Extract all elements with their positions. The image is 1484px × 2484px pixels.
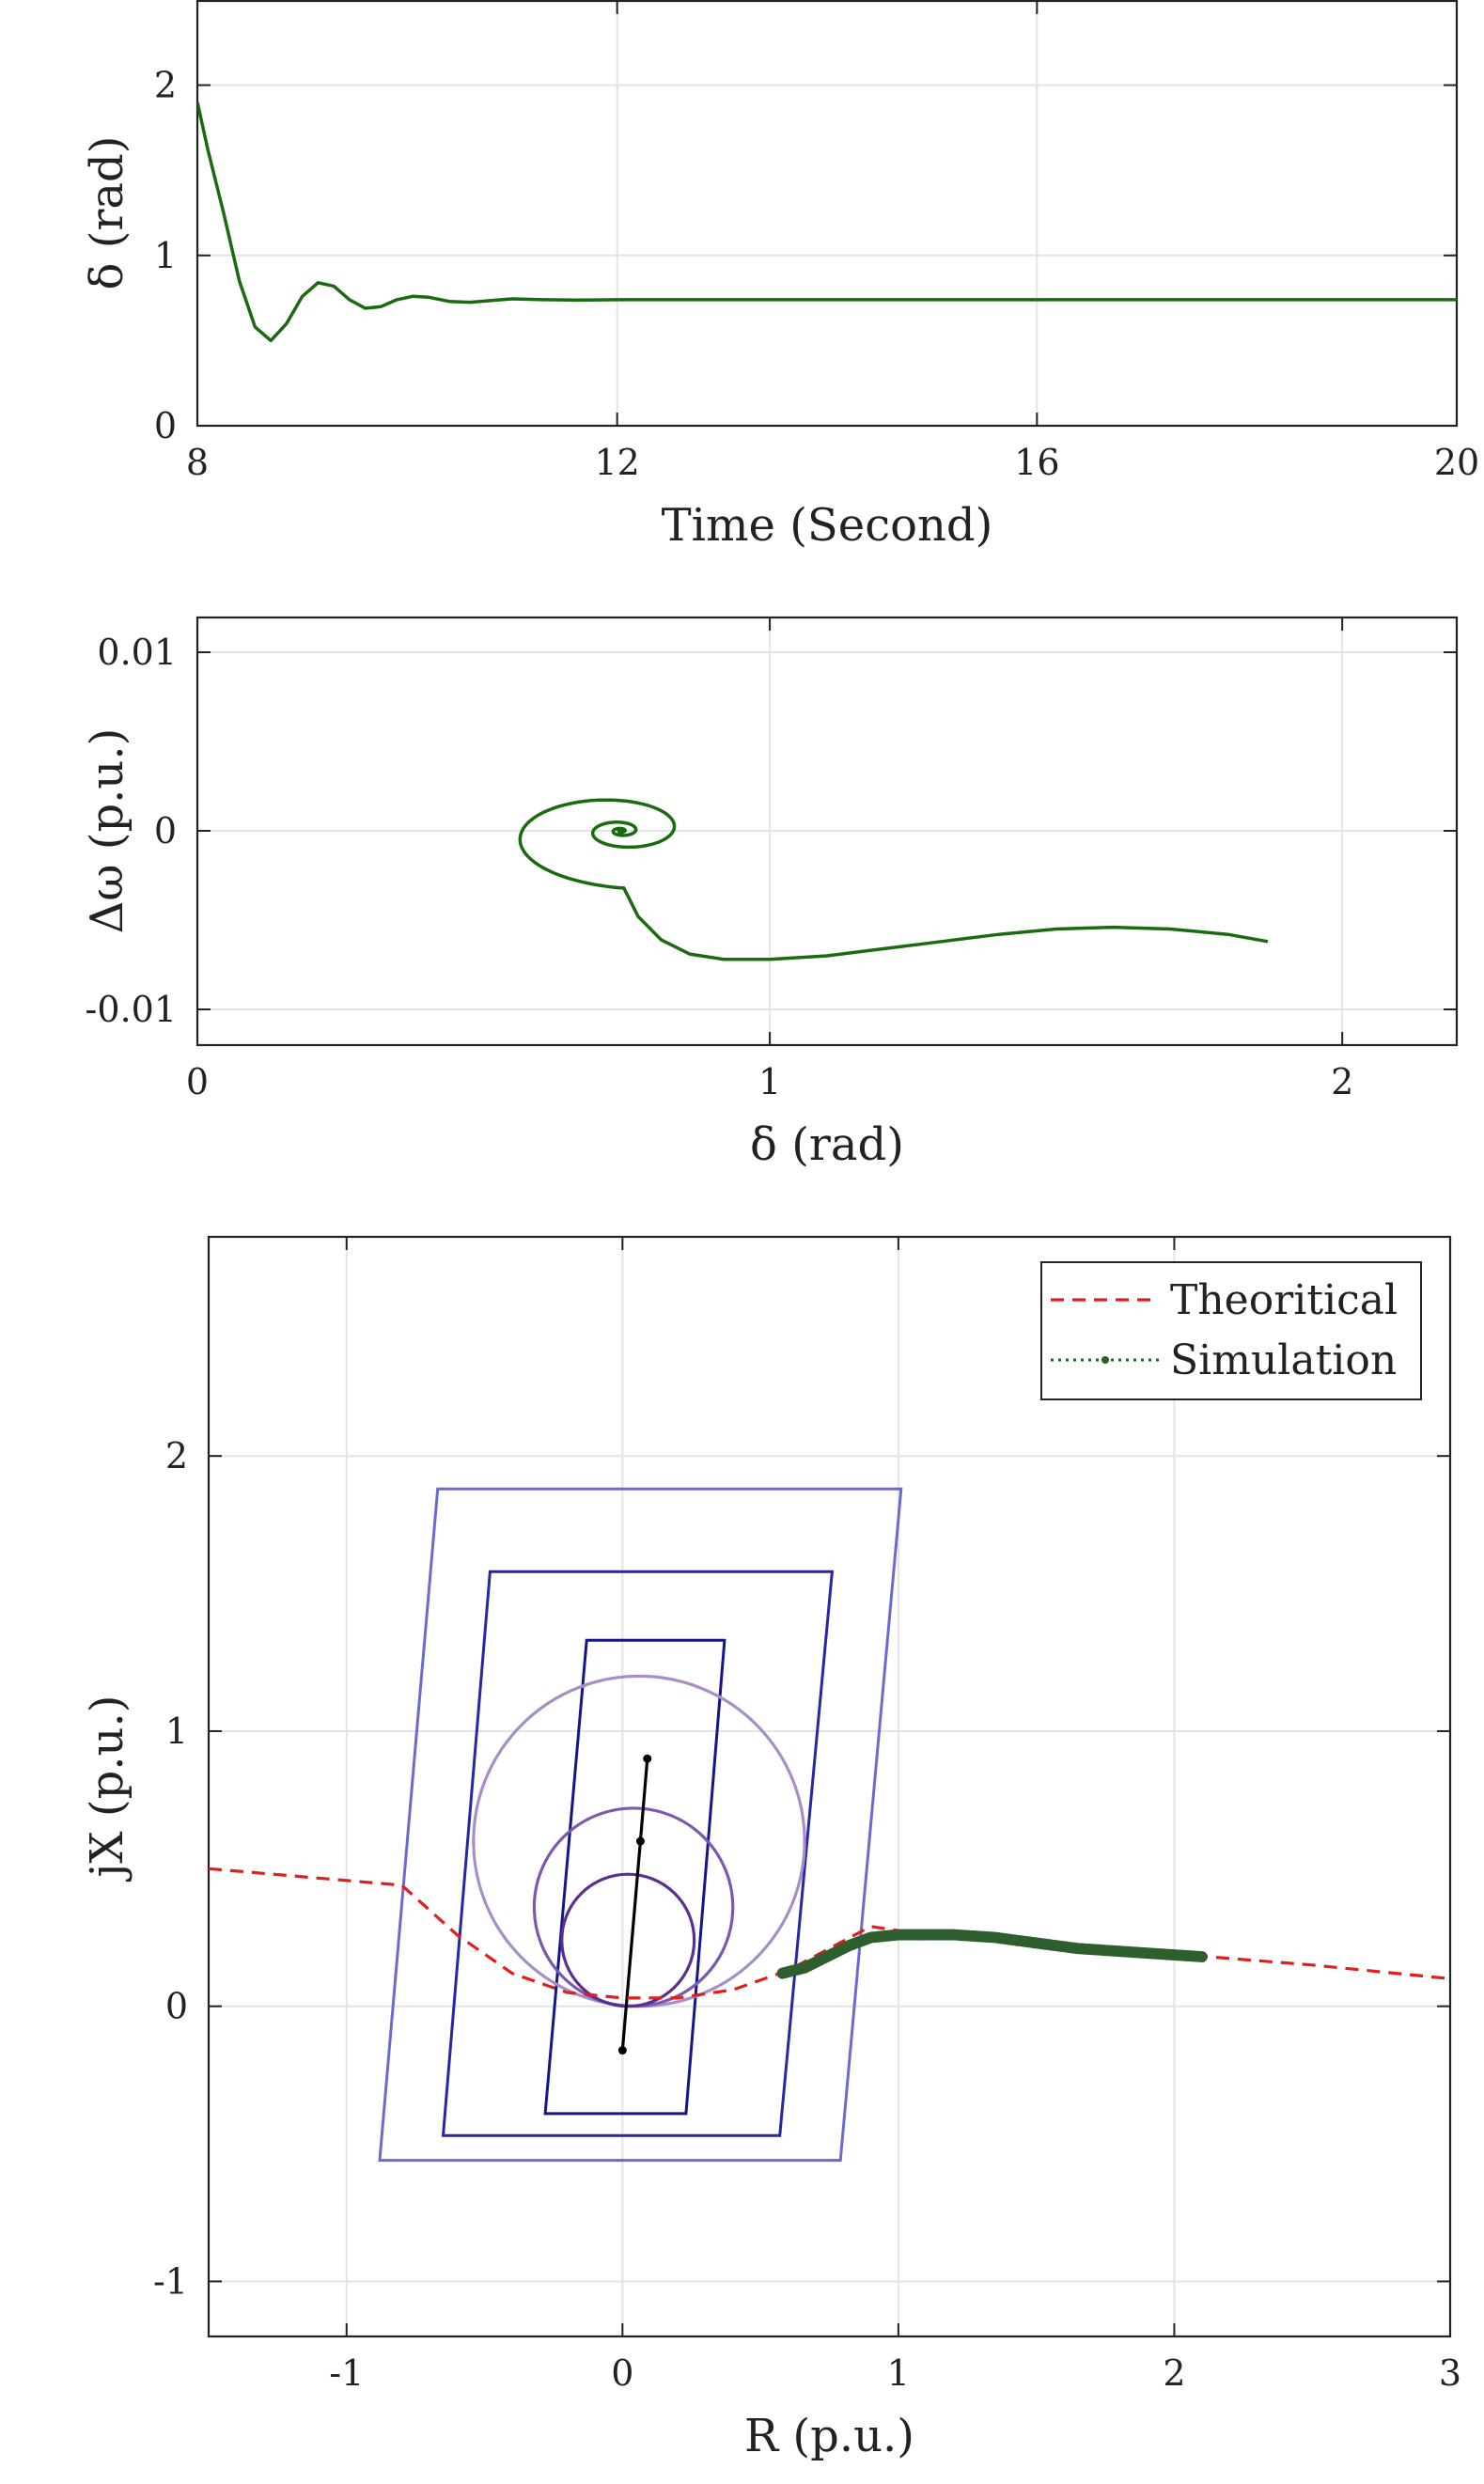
c2-ytick-label-3: 2 [165,1435,188,1476]
c0-y-axis-label: δ (rad) [81,136,133,290]
c2-zone-quad-0 [378,1487,903,2163]
c2-x-axis-label: R (p.u.) [744,2410,914,2462]
c0-ytick-label-2: 2 [154,65,177,106]
c1-ytick-label-1: 0 [154,810,177,851]
c1-xtick-label-2: 2 [1331,1061,1353,1102]
c1-xtick-label-0: 0 [186,1061,209,1102]
c1-series-line-0 [518,798,1269,961]
c2-impedance-point-0 [617,2046,627,2055]
c2-legend-label-1: Simulation [1170,1336,1397,1384]
c2-legend-box [1040,1261,1422,1400]
c2-zone-circle-5 [560,1872,696,2008]
chart-impedance-plane: -1 0 1 2 3 -1 0 1 2 R (p.u.) jX (p.u.) Theoritical S… [81,1235,1461,2462]
c0-xtick-label-1: 12 [594,442,639,483]
c1-spiral-center-point [617,827,625,835]
c2-legend-label-0: Theoritical [1170,1276,1398,1324]
c0-ytick-label-0: 0 [154,405,177,446]
c2-series-point [1195,1951,1208,1963]
c1-ytick-label-2: -0.01 [86,989,177,1030]
c2-zone-quad-2 [543,1638,726,2116]
c2-impedance-point-1 [635,1836,645,1846]
c2-impedance-point-2 [643,1754,652,1763]
c2-plot-frame [207,1235,1452,2338]
c1-xtick-label-1: 1 [758,1061,781,1102]
c2-ytick-label-1: 0 [165,1986,188,2027]
c2-xtick-label-0: -1 [329,2352,364,2394]
c2-ytick-label-0: -1 [153,2260,188,2302]
c0-ytick-label-1: 1 [154,235,177,276]
c0-plot-frame [195,0,1459,428]
chart-phase-portrait: 0 1 20.010-0.01δ (rad)Δω (p.u.) [81,616,1459,1171]
c2-ytick-label-2: 1 [165,1711,188,1752]
c1-y-axis-label: Δω (p.u.) [81,728,133,934]
c2-xtick-label-1: 0 [611,2352,633,2394]
c2-y-axis-label: jX (p.u.) [81,1695,133,1883]
c0-x-axis-label: Time (Second) [662,499,993,552]
c2-xtick-label-2: 1 [887,2352,910,2394]
c0-xtick-label-0: 8 [186,442,209,483]
c0-xtick-label-2: 16 [1014,442,1059,483]
c2-xtick-label-4: 3 [1439,2352,1461,2394]
c2-xtick-label-3: 2 [1163,2352,1185,2394]
c2-legend: Theoritical Simulation [1040,1261,1422,1400]
c0-xtick-label-3: 20 [1434,442,1479,483]
c2-legend-marker-1 [1101,1356,1109,1364]
c2-series-line-0 [209,1867,1450,2000]
c0-series-line-0 [197,102,1457,343]
c1-x-axis-label: δ (rad) [750,1118,904,1171]
c1-ytick-label-0: 0.01 [97,632,177,673]
c2-zone-quad-1 [441,1570,835,2137]
